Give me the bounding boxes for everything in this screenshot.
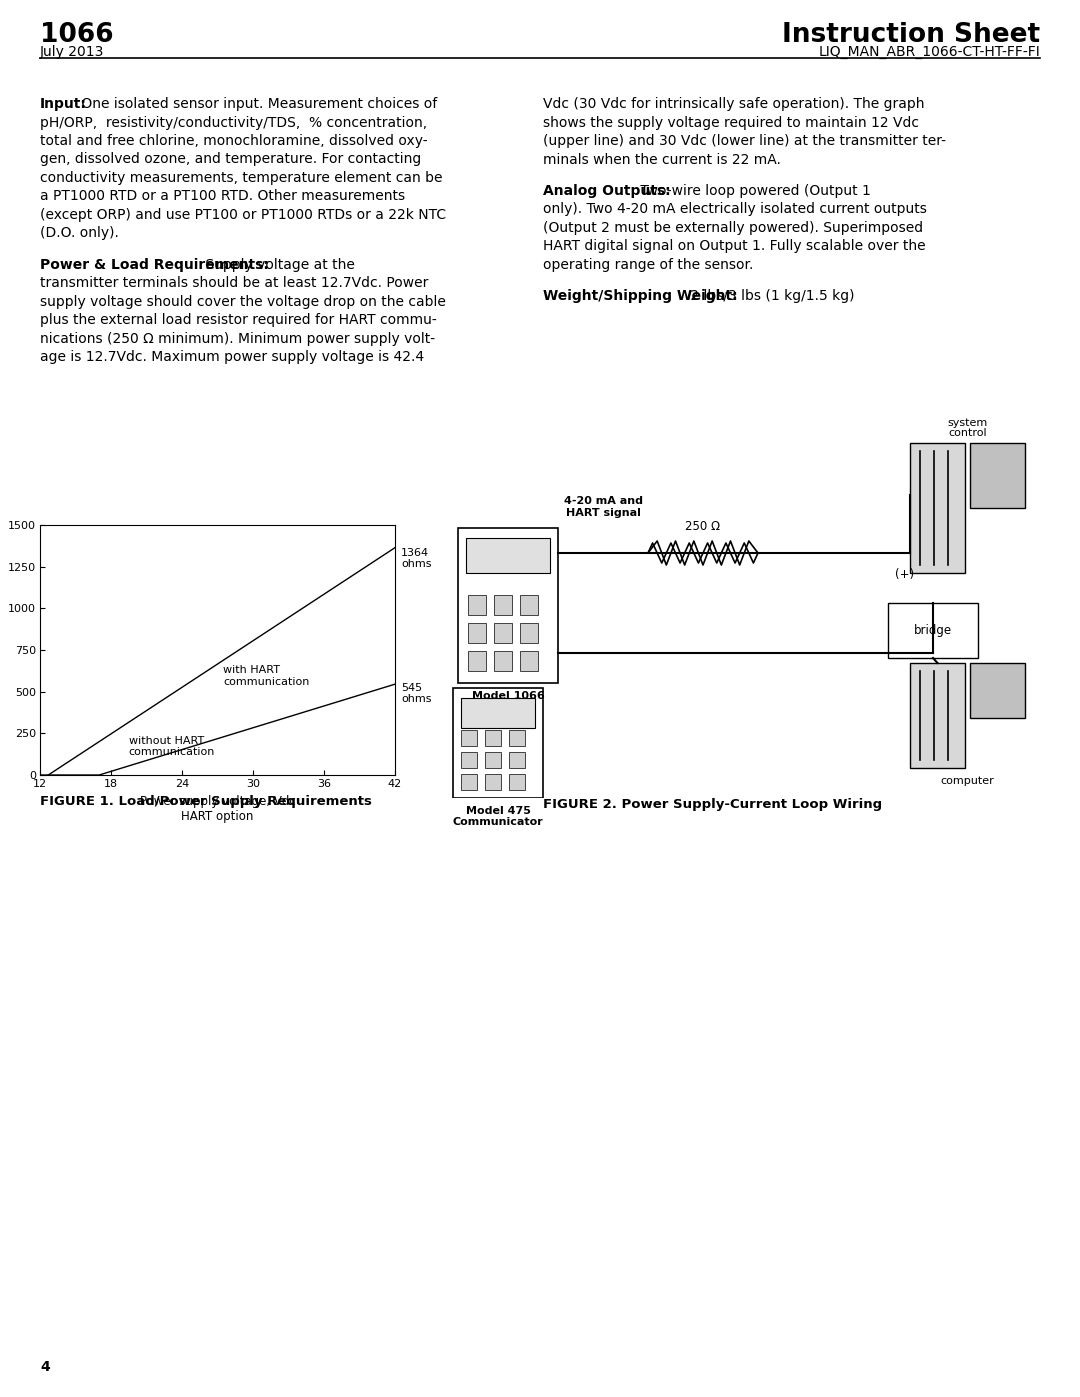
Text: total and free chlorine, monochloramine, dissolved oxy-: total and free chlorine, monochloramine,… — [40, 134, 428, 148]
Text: conductivity measurements, temperature element can be: conductivity measurements, temperature e… — [40, 170, 443, 184]
Bar — [468, 595, 486, 615]
Text: One isolated sensor input. Measurement choices of: One isolated sensor input. Measurement c… — [77, 96, 437, 110]
Bar — [509, 731, 525, 746]
Text: Model 475: Model 475 — [465, 806, 530, 816]
Bar — [888, 604, 978, 658]
Bar — [910, 664, 966, 768]
Text: Power & Load Requirements:: Power & Load Requirements: — [40, 258, 269, 272]
Text: Communicator: Communicator — [453, 817, 543, 827]
Text: nications (250 Ω minimum). Minimum power supply volt-: nications (250 Ω minimum). Minimum power… — [40, 332, 435, 346]
Text: 4: 4 — [40, 1361, 50, 1375]
Text: bridge: bridge — [914, 624, 953, 637]
Text: (except ORP) and use PT100 or PT1000 RTDs or a 22k NTC: (except ORP) and use PT100 or PT1000 RTD… — [40, 208, 446, 222]
Text: Weight/Shipping Weight:: Weight/Shipping Weight: — [543, 289, 738, 303]
Bar — [494, 595, 512, 615]
Text: 2 lbs/3 lbs (1 kg/1.5 kg): 2 lbs/3 lbs (1 kg/1.5 kg) — [686, 289, 854, 303]
Text: plus the external load resistor required for HART commu-: plus the external load resistor required… — [40, 313, 436, 327]
Text: pH/ORP,  resistivity/conductivity/TDS,  % concentration,: pH/ORP, resistivity/conductivity/TDS, % … — [40, 116, 427, 130]
Text: operating range of the sensor.: operating range of the sensor. — [543, 258, 754, 272]
Text: LIQ_MAN_ABR_1066-CT-HT-FF-FI: LIQ_MAN_ABR_1066-CT-HT-FF-FI — [819, 45, 1040, 59]
Bar — [494, 623, 512, 643]
Text: (+): (+) — [895, 569, 915, 581]
Text: control: control — [948, 427, 987, 439]
Bar — [465, 538, 550, 573]
Text: a PT1000 RTD or a PT100 RTD. Other measurements: a PT1000 RTD or a PT100 RTD. Other measu… — [40, 190, 405, 204]
Text: FIGURE 2. Power Supply-Current Loop Wiring: FIGURE 2. Power Supply-Current Loop Wiri… — [543, 798, 882, 812]
Bar — [519, 595, 538, 615]
Text: age is 12.7Vdc. Maximum power supply voltage is 42.4: age is 12.7Vdc. Maximum power supply vol… — [40, 351, 424, 365]
Text: shows the supply voltage required to maintain 12 Vdc: shows the supply voltage required to mai… — [543, 116, 919, 130]
Bar — [509, 774, 525, 789]
Text: gen, dissolved ozone, and temperature. For contacting: gen, dissolved ozone, and temperature. F… — [40, 152, 421, 166]
Text: 4-20 mA and
HART signal: 4-20 mA and HART signal — [564, 496, 643, 518]
Text: Instruction Sheet: Instruction Sheet — [782, 22, 1040, 47]
Bar — [461, 731, 477, 746]
Text: (Output 2 must be externally powered). Superimposed: (Output 2 must be externally powered). S… — [543, 221, 923, 235]
Text: (D.O. only).: (D.O. only). — [40, 226, 119, 240]
Text: 250 Ω: 250 Ω — [686, 520, 720, 534]
Text: Two-wire loop powered (Output 1: Two-wire loop powered (Output 1 — [636, 184, 870, 198]
Text: Vdc (30 Vdc for intrinsically safe operation). The graph: Vdc (30 Vdc for intrinsically safe opera… — [543, 96, 924, 110]
Text: Input:: Input: — [40, 96, 86, 110]
Text: Analog Outputs:: Analog Outputs: — [543, 184, 671, 198]
Bar — [519, 651, 538, 671]
X-axis label: Power supply voltage, Vdc
HART option: Power supply voltage, Vdc HART option — [139, 795, 295, 823]
Bar — [458, 528, 558, 683]
Text: Supply voltage at the: Supply voltage at the — [201, 258, 355, 272]
Text: supply voltage should cover the voltage drop on the cable: supply voltage should cover the voltage … — [40, 295, 446, 309]
Bar — [468, 651, 486, 671]
Bar — [910, 443, 966, 573]
Text: Model 1066: Model 1066 — [472, 692, 544, 701]
Bar — [519, 623, 538, 643]
Bar — [468, 623, 486, 643]
Bar — [494, 651, 512, 671]
Text: 1066: 1066 — [40, 22, 113, 47]
Bar — [970, 664, 1025, 718]
Y-axis label: Load, ohms: Load, ohms — [0, 616, 2, 685]
Bar — [970, 443, 1025, 509]
Bar — [485, 774, 501, 789]
Text: minals when the current is 22 mA.: minals when the current is 22 mA. — [543, 152, 781, 166]
Text: July 2013: July 2013 — [40, 45, 105, 59]
Text: HART digital signal on Output 1. Fully scalable over the: HART digital signal on Output 1. Fully s… — [543, 239, 926, 253]
Text: FIGURE 1. Load/Power Supply Requirements: FIGURE 1. Load/Power Supply Requirements — [40, 795, 372, 807]
Bar — [453, 687, 543, 798]
Text: 545
ohms: 545 ohms — [401, 683, 431, 704]
Text: only). Two 4-20 mA electrically isolated current outputs: only). Two 4-20 mA electrically isolated… — [543, 203, 927, 217]
Bar — [509, 752, 525, 768]
Text: system: system — [947, 418, 987, 427]
Bar — [461, 752, 477, 768]
Text: computer: computer — [941, 775, 995, 787]
Bar — [485, 752, 501, 768]
Bar — [461, 774, 477, 789]
Bar — [461, 698, 535, 728]
Text: (upper line) and 30 Vdc (lower line) at the transmitter ter-: (upper line) and 30 Vdc (lower line) at … — [543, 134, 946, 148]
Text: with HART
communication: with HART communication — [224, 665, 310, 686]
Text: transmitter terminals should be at least 12.7Vdc. Power: transmitter terminals should be at least… — [40, 277, 429, 291]
Text: without HART
communication: without HART communication — [129, 736, 215, 757]
Text: 1364
ohms: 1364 ohms — [401, 548, 431, 569]
Bar — [485, 731, 501, 746]
